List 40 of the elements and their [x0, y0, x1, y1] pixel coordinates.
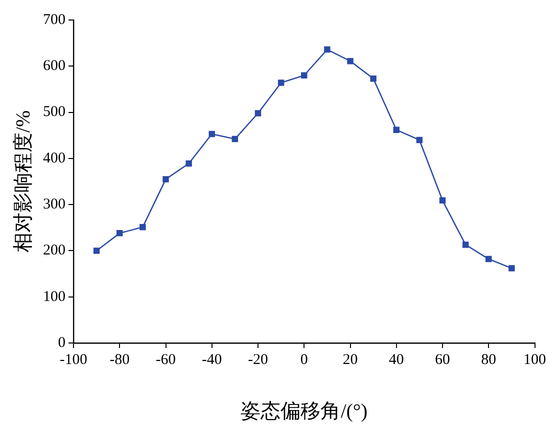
x-tick-label: 80 — [481, 352, 496, 368]
point — [232, 136, 238, 142]
x-tick-label: -100 — [60, 352, 88, 368]
x-tick-label: -40 — [202, 352, 222, 368]
x-tick-label: -20 — [248, 352, 268, 368]
x-tick-label: 20 — [342, 352, 358, 368]
point — [208, 130, 215, 138]
x-tick-label: -80 — [110, 352, 130, 368]
x-tick-label: 60 — [435, 352, 450, 368]
y-tick-label: 400 — [43, 150, 66, 166]
point — [116, 230, 123, 236]
point — [140, 224, 146, 230]
point — [393, 126, 400, 133]
point — [254, 110, 262, 116]
y-tick-label: 200 — [43, 242, 66, 259]
x-tick-label: 40 — [388, 352, 404, 368]
point — [324, 46, 330, 53]
point — [301, 72, 308, 78]
x-tick-label: 0 — [300, 352, 308, 368]
y-tick-label: 600 — [43, 58, 66, 74]
y-tick-label: 0 — [58, 334, 66, 351]
point — [347, 58, 354, 64]
point — [278, 80, 284, 86]
y-tick-label: 100 — [43, 288, 66, 305]
point — [186, 160, 192, 167]
point — [93, 248, 100, 254]
point — [462, 242, 469, 248]
point — [416, 136, 423, 144]
y-tick-label: 700 — [43, 12, 66, 28]
point — [508, 265, 515, 272]
x-tick-label: 100 — [524, 352, 546, 368]
point — [439, 197, 446, 204]
x-axis-title: 姿态偏移角/(°) — [240, 400, 368, 422]
point — [486, 256, 492, 262]
point — [162, 176, 169, 182]
point — [370, 75, 376, 82]
x-tick-label: -60 — [156, 352, 176, 368]
y-tick-label: 300 — [43, 196, 66, 213]
y-tick-label: 500 — [43, 104, 66, 120]
y-axis-title: 相对影响程度/% — [12, 110, 34, 253]
